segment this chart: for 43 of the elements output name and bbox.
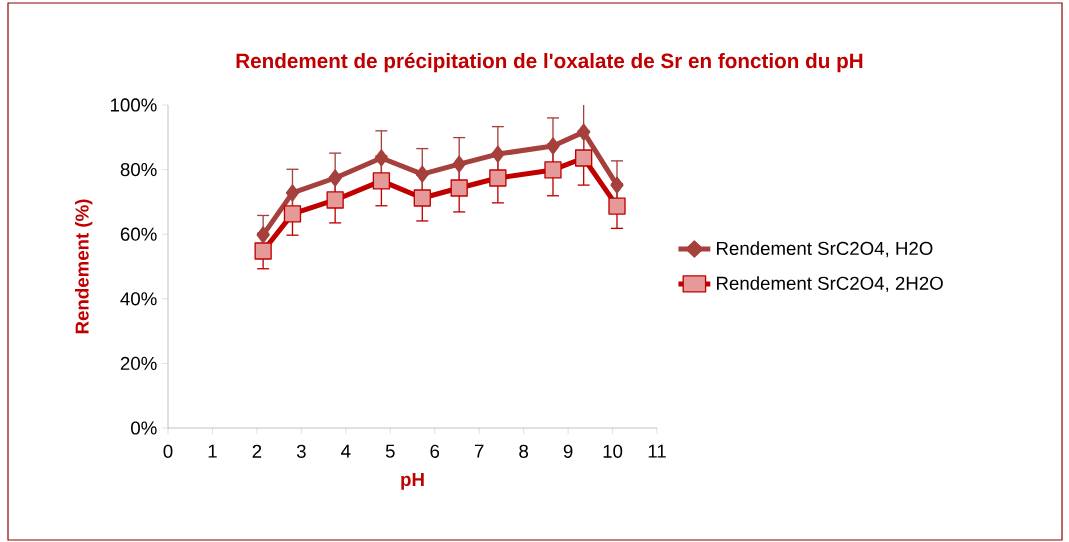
point	[546, 137, 560, 155]
x-tick-label: 5	[385, 444, 395, 458]
point	[328, 169, 342, 187]
point	[576, 123, 591, 141]
x-tick-label: 8	[519, 444, 529, 458]
point	[285, 184, 300, 202]
x-tick-label: 1	[208, 444, 217, 458]
point	[491, 145, 505, 163]
x-tick-label: 3	[296, 444, 306, 458]
point	[372, 172, 391, 190]
x-tick-label: 0	[163, 444, 173, 458]
y-tick-label: 20%	[120, 356, 157, 371]
x-tick-label: 4	[341, 444, 351, 458]
x-axis-title: pH	[401, 473, 424, 490]
x-tick-label: 7	[474, 444, 484, 458]
point	[254, 242, 272, 260]
y-tick-label: 100%	[110, 98, 157, 112]
x-tick-label: 9	[563, 444, 573, 458]
point	[283, 205, 302, 223]
legend-label: Rendement SrC2O4, 2H2O	[717, 276, 943, 293]
y-tick-label: 40%	[120, 292, 157, 306]
point	[544, 161, 562, 179]
point	[608, 197, 626, 215]
y-tick-label: 60%	[120, 227, 157, 241]
point	[326, 191, 344, 209]
point	[489, 169, 507, 187]
point	[450, 179, 468, 197]
point	[610, 176, 624, 194]
x-tick-label: 10	[603, 444, 623, 458]
chart-title: Rendement de précipitation de l'oxalate de Sr en fonction du pH	[236, 52, 863, 73]
point	[374, 149, 389, 167]
x-tick-label: 11	[648, 444, 666, 458]
x-tick-label: 6	[430, 444, 440, 458]
point	[256, 226, 270, 244]
y-tick-label: 0%	[131, 421, 157, 435]
point	[413, 189, 431, 207]
legend-label: Rendement SrC2O4, H2O	[717, 241, 933, 258]
y-tick-label: 80%	[120, 162, 157, 177]
point	[452, 155, 466, 173]
point	[415, 165, 429, 183]
point	[574, 149, 593, 167]
y-axis-title: Rendement (%)	[74, 199, 93, 334]
x-tick-label: 2	[252, 444, 262, 458]
